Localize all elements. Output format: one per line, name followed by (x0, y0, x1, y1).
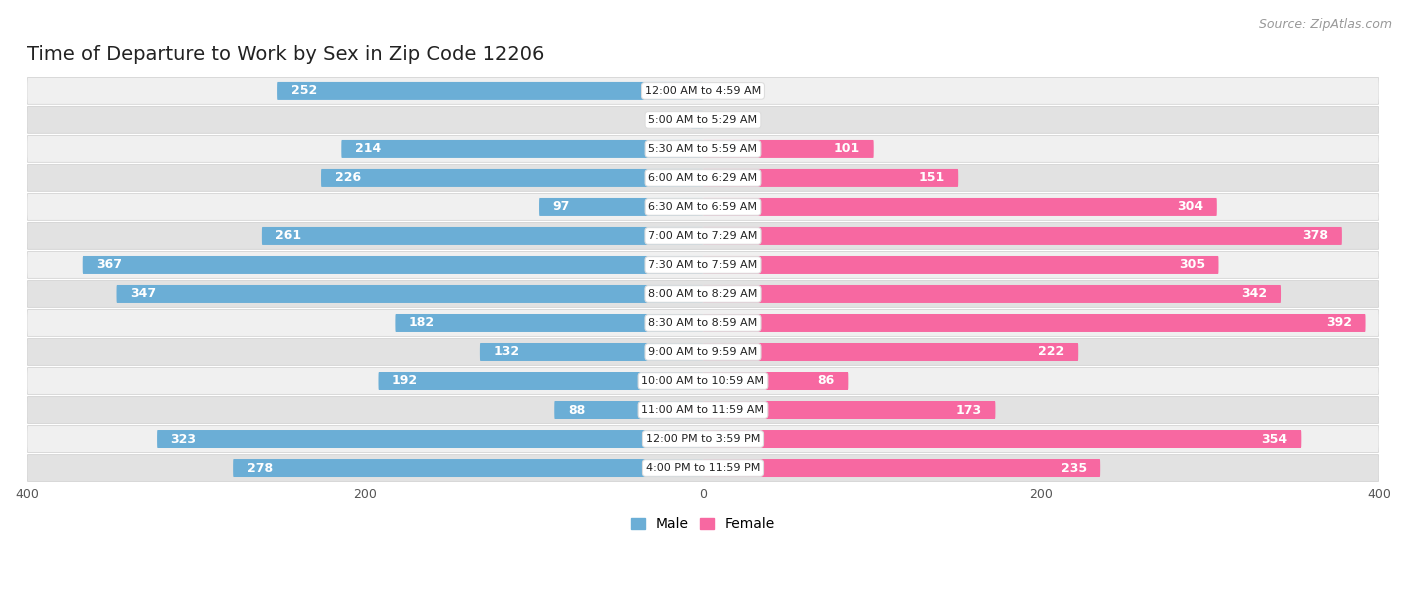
FancyBboxPatch shape (157, 430, 703, 448)
Text: 132: 132 (494, 346, 520, 359)
FancyBboxPatch shape (703, 459, 1099, 477)
FancyBboxPatch shape (703, 198, 1216, 216)
FancyBboxPatch shape (342, 140, 703, 158)
FancyBboxPatch shape (479, 343, 703, 361)
Text: 261: 261 (276, 230, 301, 242)
FancyBboxPatch shape (321, 169, 703, 187)
Text: 5:30 AM to 5:59 AM: 5:30 AM to 5:59 AM (648, 144, 758, 154)
Text: 0: 0 (717, 114, 724, 126)
Text: 182: 182 (409, 317, 434, 330)
FancyBboxPatch shape (27, 136, 1379, 162)
Text: 7: 7 (673, 114, 681, 126)
FancyBboxPatch shape (27, 339, 1379, 365)
Text: 367: 367 (96, 258, 122, 271)
FancyBboxPatch shape (262, 227, 703, 245)
Text: 304: 304 (1177, 201, 1204, 214)
FancyBboxPatch shape (378, 372, 703, 390)
Text: 6:30 AM to 6:59 AM: 6:30 AM to 6:59 AM (648, 202, 758, 212)
Text: 7:30 AM to 7:59 AM: 7:30 AM to 7:59 AM (648, 260, 758, 270)
Text: 0: 0 (717, 84, 724, 98)
Text: 8:00 AM to 8:29 AM: 8:00 AM to 8:29 AM (648, 289, 758, 299)
Text: 97: 97 (553, 201, 569, 214)
FancyBboxPatch shape (703, 285, 1281, 303)
Text: 214: 214 (354, 142, 381, 155)
Text: 88: 88 (568, 403, 585, 416)
FancyBboxPatch shape (27, 107, 1379, 133)
Text: 378: 378 (1302, 230, 1329, 242)
Text: 192: 192 (392, 374, 418, 387)
FancyBboxPatch shape (703, 256, 1219, 274)
Text: 252: 252 (291, 84, 316, 98)
FancyBboxPatch shape (27, 77, 1379, 104)
FancyBboxPatch shape (703, 140, 873, 158)
Text: 7:00 AM to 7:29 AM: 7:00 AM to 7:29 AM (648, 231, 758, 241)
FancyBboxPatch shape (27, 309, 1379, 336)
FancyBboxPatch shape (277, 82, 703, 100)
Text: 6:00 AM to 6:29 AM: 6:00 AM to 6:29 AM (648, 173, 758, 183)
Text: 5:00 AM to 5:29 AM: 5:00 AM to 5:29 AM (648, 115, 758, 125)
FancyBboxPatch shape (27, 455, 1379, 481)
FancyBboxPatch shape (27, 252, 1379, 278)
Text: 9:00 AM to 9:59 AM: 9:00 AM to 9:59 AM (648, 347, 758, 357)
FancyBboxPatch shape (27, 165, 1379, 191)
Text: 278: 278 (246, 462, 273, 475)
Text: 12:00 AM to 4:59 AM: 12:00 AM to 4:59 AM (645, 86, 761, 96)
Text: 101: 101 (834, 142, 860, 155)
FancyBboxPatch shape (27, 223, 1379, 249)
FancyBboxPatch shape (703, 430, 1302, 448)
Text: 323: 323 (170, 433, 197, 446)
FancyBboxPatch shape (692, 111, 703, 129)
Text: 347: 347 (129, 287, 156, 300)
Text: 10:00 AM to 10:59 AM: 10:00 AM to 10:59 AM (641, 376, 765, 386)
Text: Source: ZipAtlas.com: Source: ZipAtlas.com (1258, 18, 1392, 31)
Text: 86: 86 (817, 374, 835, 387)
FancyBboxPatch shape (27, 397, 1379, 424)
FancyBboxPatch shape (27, 281, 1379, 307)
Legend: Male, Female: Male, Female (626, 511, 780, 537)
FancyBboxPatch shape (703, 227, 1341, 245)
FancyBboxPatch shape (703, 169, 959, 187)
Text: 392: 392 (1326, 317, 1353, 330)
FancyBboxPatch shape (554, 401, 703, 419)
Text: 342: 342 (1241, 287, 1268, 300)
FancyBboxPatch shape (233, 459, 703, 477)
Text: 305: 305 (1178, 258, 1205, 271)
Text: 226: 226 (335, 171, 361, 184)
Text: 8:30 AM to 8:59 AM: 8:30 AM to 8:59 AM (648, 318, 758, 328)
FancyBboxPatch shape (538, 198, 703, 216)
Text: 235: 235 (1060, 462, 1087, 475)
Text: 173: 173 (956, 403, 981, 416)
Text: 4:00 PM to 11:59 PM: 4:00 PM to 11:59 PM (645, 463, 761, 473)
FancyBboxPatch shape (27, 368, 1379, 394)
FancyBboxPatch shape (83, 256, 703, 274)
FancyBboxPatch shape (703, 372, 848, 390)
FancyBboxPatch shape (27, 193, 1379, 220)
FancyBboxPatch shape (703, 343, 1078, 361)
FancyBboxPatch shape (703, 314, 1365, 332)
Text: 11:00 AM to 11:59 AM: 11:00 AM to 11:59 AM (641, 405, 765, 415)
Text: 354: 354 (1261, 433, 1288, 446)
Text: 12:00 PM to 3:59 PM: 12:00 PM to 3:59 PM (645, 434, 761, 444)
FancyBboxPatch shape (395, 314, 703, 332)
Text: 151: 151 (918, 171, 945, 184)
FancyBboxPatch shape (703, 401, 995, 419)
FancyBboxPatch shape (117, 285, 703, 303)
Text: Time of Departure to Work by Sex in Zip Code 12206: Time of Departure to Work by Sex in Zip … (27, 45, 544, 64)
Text: 222: 222 (1039, 346, 1064, 359)
FancyBboxPatch shape (27, 425, 1379, 452)
